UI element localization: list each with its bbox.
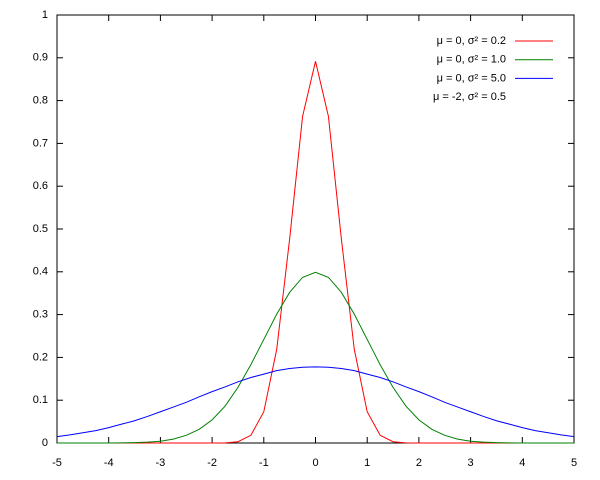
x-tick-label: 4 — [519, 457, 525, 469]
y-tick-label: 0.4 — [33, 266, 48, 278]
series-line — [57, 61, 574, 444]
series-line — [57, 271, 574, 444]
x-tick-label: 3 — [468, 457, 474, 469]
y-tick-label: 0.2 — [33, 351, 48, 363]
y-tick-label: 0.6 — [33, 180, 48, 192]
y-tick-label: 0.1 — [33, 394, 48, 406]
legend-label: μ = 0, σ² = 5.0 — [437, 72, 506, 84]
legend-label: μ = 0, σ² = 0.2 — [437, 35, 506, 47]
y-tick-label: 0.7 — [33, 137, 48, 149]
legend-label: μ = -2, σ² = 0.5 — [433, 91, 506, 103]
y-tick-label: 0.8 — [33, 95, 48, 107]
x-tick-label: -4 — [104, 457, 114, 469]
y-tick-label: 0.3 — [33, 309, 48, 321]
plot-frame — [56, 14, 575, 444]
x-tick-label: 5 — [571, 457, 577, 469]
series-line — [56, 366, 575, 438]
x-tick-label: -1 — [259, 457, 269, 469]
x-tick-label: 2 — [416, 457, 422, 469]
y-tick-label: 0 — [42, 437, 48, 449]
legend-label: μ = 0, σ² = 1.0 — [437, 54, 506, 66]
x-tick-label: -3 — [156, 457, 166, 469]
x-tick-label: 1 — [364, 457, 370, 469]
y-tick-label: 0.9 — [33, 52, 48, 64]
x-tick-label: 0 — [312, 457, 318, 469]
y-tick-label: 0.5 — [33, 223, 48, 235]
y-tick-label: 1 — [42, 9, 48, 21]
x-tick-label: -5 — [52, 457, 62, 469]
x-tick-label: -2 — [207, 457, 217, 469]
